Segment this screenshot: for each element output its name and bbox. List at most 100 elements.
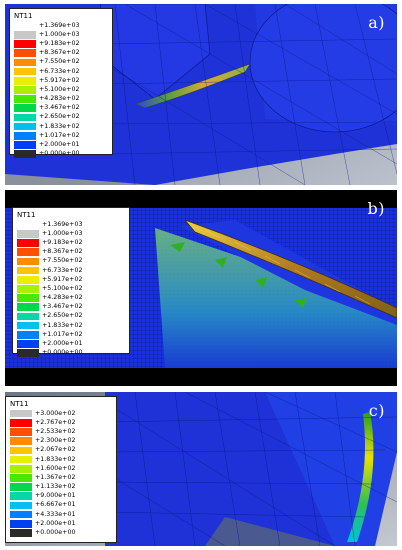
panel-b-label: b) [367, 199, 385, 218]
legend-swatch [14, 141, 36, 149]
legend-swatch [10, 520, 32, 528]
legend-title: NT11 [14, 12, 33, 20]
legend-value: +2.650e+02 [39, 113, 80, 121]
panel-c: c) NT11 +3.000e+02 +2.767e+02 +2.533e+02… [5, 392, 397, 546]
legend-swatch [17, 248, 39, 256]
legend-swatch [14, 22, 36, 30]
legend-swatch [17, 321, 39, 330]
legend-value: +6.733e+02 [39, 67, 80, 75]
legend-swatch [10, 474, 32, 482]
legend-value: +9.000e+01 [35, 492, 76, 500]
legend-swatch [14, 67, 36, 76]
panel-a: a) NT11 +1.369e+03 +1.000e+03 +9.183e+02… [5, 4, 397, 185]
panel-a-legend: NT11 +1.369e+03 +1.000e+03 +9.183e+02 +8… [9, 8, 113, 159]
legend-swatch [14, 150, 36, 159]
legend-swatch [17, 266, 39, 275]
legend-value: +3.467e+02 [39, 104, 80, 112]
legend-value: +8.367e+02 [42, 248, 83, 256]
legend-swatch [10, 529, 32, 537]
legend-swatch [17, 257, 39, 266]
legend-swatch [10, 409, 32, 418]
legend-swatch [10, 501, 32, 510]
legend-swatch [14, 132, 36, 140]
legend-value: +1.833e+02 [42, 321, 83, 329]
legend-value: +1.600e+02 [35, 464, 76, 472]
panel-b: b) NT11 +1.369e+03 +1.000e+03 +9.183e+02… [5, 190, 397, 386]
legend-value: +4.283e+02 [42, 294, 83, 302]
legend-swatch [10, 446, 32, 455]
legend-value: +0.000e+00 [42, 349, 83, 357]
legend-value: +5.917e+02 [42, 275, 83, 283]
legend-swatch [10, 483, 32, 491]
panel-c-label: c) [368, 401, 385, 420]
legend-swatch [17, 349, 39, 358]
legend-swatch [17, 275, 39, 284]
legend-value: +9.183e+02 [42, 238, 83, 246]
legend-value: +0.000e+00 [39, 150, 80, 158]
legend-swatch [14, 122, 36, 131]
panel-a-label: a) [368, 13, 385, 32]
legend-swatch [10, 455, 32, 464]
legend-value: +3.467e+02 [42, 303, 83, 311]
legend-swatch [14, 95, 36, 103]
legend-value: +6.733e+02 [42, 266, 83, 274]
legend-swatch [17, 239, 39, 247]
legend-value: +2.767e+02 [35, 418, 76, 426]
legend-swatch [10, 437, 32, 445]
legend-value: +6.667e+01 [35, 501, 76, 509]
legend-swatch [17, 285, 39, 293]
legend-value: +1.017e+02 [42, 330, 83, 338]
legend-value: +5.917e+02 [39, 76, 80, 84]
legend-value: +2.533e+02 [35, 427, 76, 435]
legend-value: +1.369e+03 [42, 220, 83, 228]
legend-swatch [14, 30, 36, 39]
legend-swatch [17, 312, 39, 321]
legend-value: +2.067e+02 [35, 446, 76, 454]
legend-swatch [17, 340, 39, 348]
legend-value: +1.833e+02 [39, 122, 80, 130]
legend-value: +7.550e+02 [39, 58, 80, 66]
legend-value: +1.000e+03 [39, 30, 80, 38]
legend-value: +1.017e+02 [39, 131, 80, 139]
legend-swatch [14, 113, 36, 122]
legend-value: +1.133e+02 [35, 483, 76, 491]
legend-value: +8.367e+02 [39, 49, 80, 57]
legend-swatch [14, 58, 36, 67]
legend-swatch [17, 331, 39, 339]
legend-swatch [10, 428, 32, 436]
panel-b-legend: NT11 +1.369e+03 +1.000e+03 +9.183e+02 +8… [12, 207, 130, 358]
legend-value: +2.650e+02 [42, 312, 83, 320]
legend-swatch [17, 294, 39, 302]
legend-swatch [10, 492, 32, 501]
legend-swatch [10, 510, 32, 519]
legend-value: +1.000e+03 [42, 229, 83, 237]
legend-swatch [17, 229, 39, 238]
legend-swatch [14, 76, 36, 85]
legend-swatch [10, 418, 32, 427]
panel-c-legend: NT11 +3.000e+02 +2.767e+02 +2.533e+02 +2… [5, 396, 117, 543]
legend-value: +0.000e+00 [35, 529, 76, 537]
legend-swatch [14, 86, 36, 94]
legend-value: +7.550e+02 [42, 257, 83, 265]
legend-value: +2.300e+02 [35, 437, 76, 445]
legend-value: +1.369e+03 [39, 21, 80, 29]
legend-value: +2.000e+01 [42, 340, 83, 348]
legend-value: +3.000e+02 [35, 409, 76, 417]
legend-value: +9.183e+02 [39, 39, 80, 47]
legend-swatch [17, 303, 39, 312]
legend-value: +4.283e+02 [39, 95, 80, 103]
legend-value: +5.100e+02 [42, 284, 83, 292]
legend-swatch [14, 40, 36, 48]
legend-swatch [14, 104, 36, 113]
legend-swatch [17, 221, 39, 229]
legend-value: +2.000e+01 [39, 141, 80, 149]
legend-title: NT11 [10, 400, 29, 408]
legend-title: NT11 [17, 211, 36, 219]
legend-swatch [14, 49, 36, 57]
legend-value: +1.367e+02 [35, 473, 76, 481]
legend-swatch [10, 464, 32, 473]
legend-value: +2.000e+01 [35, 519, 76, 527]
legend-value: +4.333e+01 [35, 510, 76, 518]
legend-value: +1.833e+02 [35, 455, 76, 463]
legend-value: +5.100e+02 [39, 85, 80, 93]
